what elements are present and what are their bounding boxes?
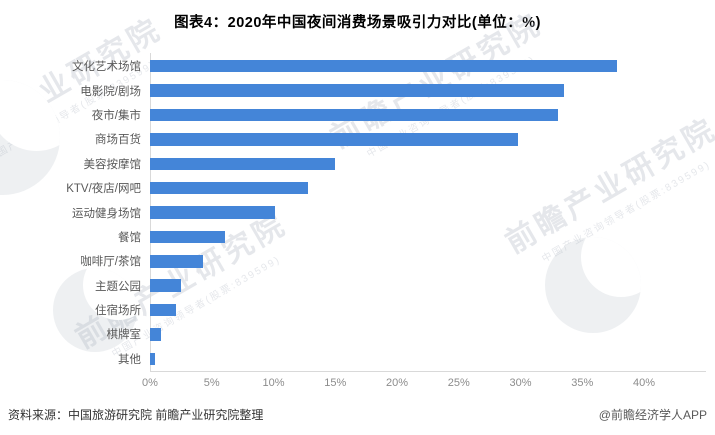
bar [150,206,275,219]
chart-title: 图表4：2020年中国夜间消费场景吸引力对比(单位：%) [174,15,541,31]
bar-row: 主题公园 [0,274,715,298]
bar [150,59,617,73]
x-tick-label: 20% [385,377,409,389]
category-label: 住宿场所 [95,305,141,318]
x-axis-line [150,371,706,372]
bar [150,255,204,268]
source-note: 资料来源：中国旅游研究院 前瞻产业研究院整理 [8,408,264,422]
x-tick-label: 35% [571,377,594,389]
bar [150,84,564,97]
category-label: 主题公园 [95,280,141,293]
bar [150,108,558,122]
category-label: KTV/夜店/网吧 [66,183,141,196]
x-tick-label: 0% [142,377,158,389]
bar-row: KTV/夜店/网吧 [0,176,715,200]
bar [150,303,176,317]
category-label: 文化艺术场馆 [72,61,141,74]
bar-row: 文化艺术场馆 [0,54,715,78]
bar-row: 运动健身场馆 [0,200,715,224]
watermark-logo-circle [53,268,137,352]
category-label: 电影院/剧场 [80,85,141,98]
bar [150,157,336,170]
app-credit: @前瞻经济学人APP [598,408,707,422]
bar [150,279,181,292]
category-label: 其他 [118,353,141,366]
category-label: 美容按摩馆 [83,158,142,171]
category-label: 夜市/集市 [91,109,141,122]
bar-row: 夜市/集市 [0,103,715,127]
bar-row: 其他 [0,347,715,371]
bar-row: 咖啡厅/茶馆 [0,249,715,273]
category-label: 运动健身场馆 [72,207,141,220]
x-tick-label: 25% [447,377,470,389]
bar-row: 电影院/剧场 [0,78,715,102]
x-tick-label: 10% [262,377,285,389]
category-label: 餐馆 [118,231,141,244]
watermark-logo-circle [545,237,641,333]
bar-row: 商场百货 [0,127,715,151]
bar-row: 住宿场所 [0,298,715,322]
bar-row: 餐馆 [0,225,715,249]
bar [150,328,162,341]
bar-row: 美容按摩馆 [0,152,715,176]
category-label: 商场百货 [95,134,141,147]
x-tick-label: 15% [324,377,347,389]
x-tick-label: 5% [203,377,220,389]
bar [150,352,155,366]
bar [150,181,309,195]
x-axis-ticks: 0% 5% 10% 15% 20% 25% 30% 35% 40% [0,377,715,391]
x-tick-label: 40% [632,377,656,389]
category-label: 棋牌室 [106,329,142,342]
bar [150,133,518,146]
bar-row: 棋牌室 [0,322,715,346]
bar-rows: 文化艺术场馆电影院/剧场夜市/集市商场百货美容按摩馆 KTV/夜店/网吧 运动健身场… [0,54,715,371]
bar [150,230,226,244]
category-label: 咖啡厅/茶馆 [80,256,141,269]
x-tick-label: 30% [509,377,532,389]
